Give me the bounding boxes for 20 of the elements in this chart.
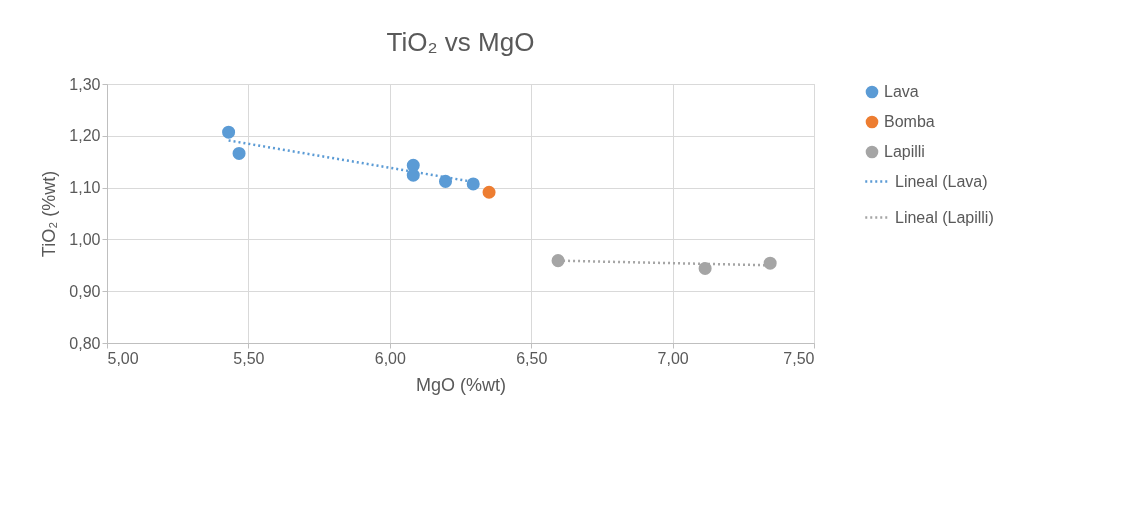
y-tick-label: 0,90: [69, 282, 101, 300]
chart-title: TiO₂ vs MgO: [386, 27, 535, 57]
y-tick-label: 1,30: [69, 75, 101, 93]
legend-label: Bomba: [884, 113, 935, 130]
y-tick-label: 0,80: [69, 334, 101, 352]
y-tick-label: 1,20: [69, 127, 101, 145]
y-axis-title: TiO₂ (%wt): [39, 170, 60, 258]
x-tick-label: 6,00: [374, 349, 406, 367]
legend-label: Lineal (Lapilli): [895, 208, 994, 226]
y-tick-label: 1,00: [69, 230, 101, 248]
x-tick-label: 7,00: [657, 349, 689, 367]
legend-label: Lineal (Lava): [895, 172, 988, 190]
x-tick-label: 7,50: [783, 349, 815, 367]
legend-label: Lapilli: [884, 143, 925, 160]
x-axis-title: MgO (%wt): [416, 374, 506, 395]
x-tick-label: 5,50: [233, 349, 265, 367]
x-tick-label: 5,00: [107, 349, 139, 367]
y-tick-label: 1,10: [69, 179, 101, 197]
legend-label: Lava: [884, 83, 919, 100]
x-tick-label: 6,50: [516, 349, 548, 367]
